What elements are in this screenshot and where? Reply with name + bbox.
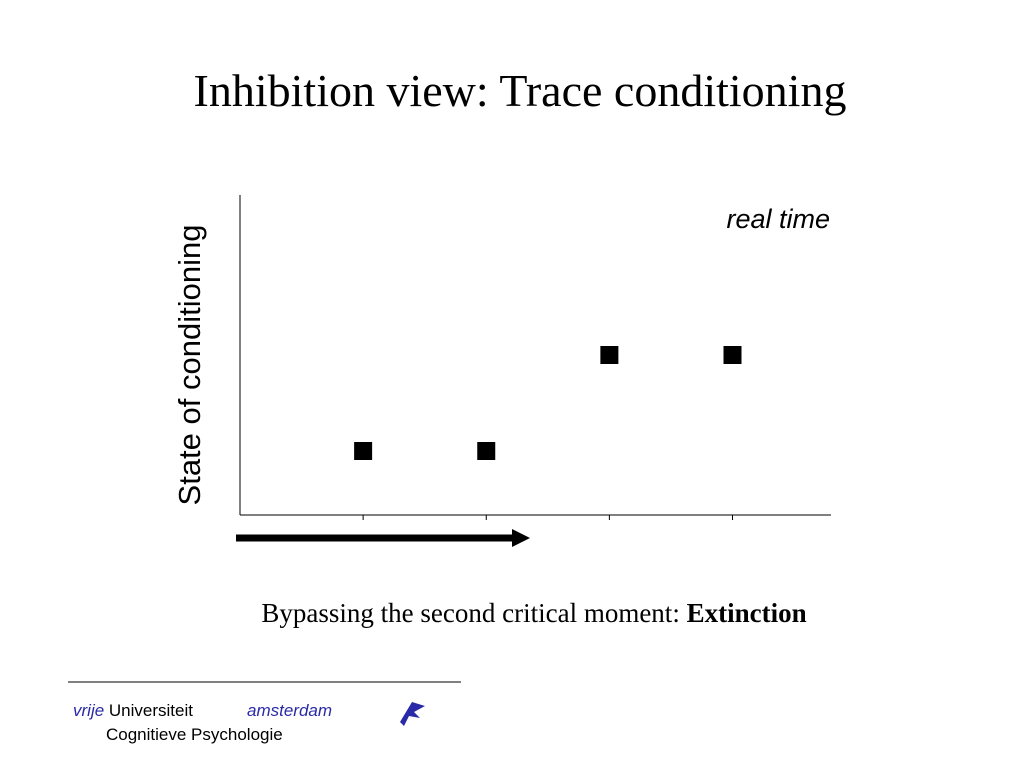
footer-universiteit: Universiteit	[109, 701, 193, 720]
footer-vrije: vrije	[73, 701, 104, 720]
point	[354, 442, 373, 460]
arrow-head	[512, 529, 530, 547]
point	[723, 346, 742, 364]
caption-text: Bypassing the second critical moment:	[261, 598, 679, 628]
logo	[400, 702, 425, 726]
footer-department: Cognitieve Psychologie	[106, 725, 283, 744]
y-axis-label: State of conditioning	[172, 225, 207, 506]
footer-amsterdam: amsterdam	[247, 701, 332, 720]
caption: Bypassing the second critical moment: Ex…	[261, 598, 806, 628]
slide-title: Inhibition view: Trace conditioning	[194, 65, 847, 116]
point	[477, 442, 496, 460]
footer-university: vrije Universiteit	[73, 701, 193, 720]
point	[600, 346, 619, 364]
annotation: real time	[726, 204, 830, 234]
caption-emphasis: Extinction	[687, 598, 807, 628]
